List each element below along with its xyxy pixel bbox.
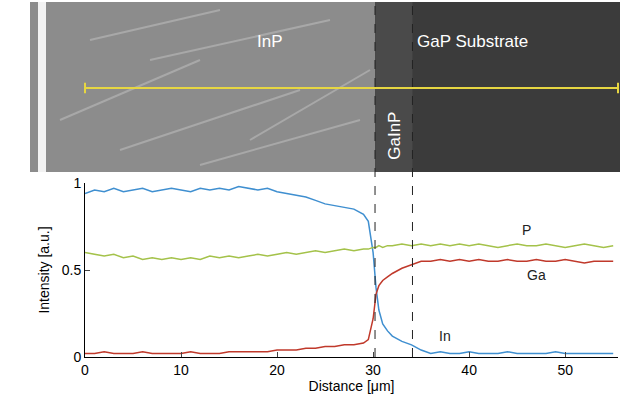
svg-text:1: 1 — [73, 175, 81, 191]
svg-text:P: P — [522, 222, 531, 238]
svg-text:0.5: 0.5 — [62, 262, 82, 278]
svg-text:30: 30 — [365, 362, 381, 378]
svg-text:In: In — [439, 328, 451, 344]
svg-text:20: 20 — [269, 362, 285, 378]
svg-text:50: 50 — [557, 362, 573, 378]
svg-text:Distance [μm]: Distance [μm] — [309, 378, 395, 394]
svg-text:GaInP: GaInP — [385, 112, 404, 160]
svg-text:10: 10 — [173, 362, 189, 378]
svg-text:0: 0 — [81, 362, 89, 378]
svg-text:Intensity [a.u.]: Intensity [a.u.] — [36, 226, 52, 313]
svg-text:0: 0 — [73, 349, 81, 365]
svg-text:Ga: Ga — [527, 267, 546, 283]
svg-text:40: 40 — [461, 362, 477, 378]
svg-text:InP: InP — [257, 32, 283, 51]
svg-text:GaP Substrate: GaP Substrate — [417, 32, 528, 51]
